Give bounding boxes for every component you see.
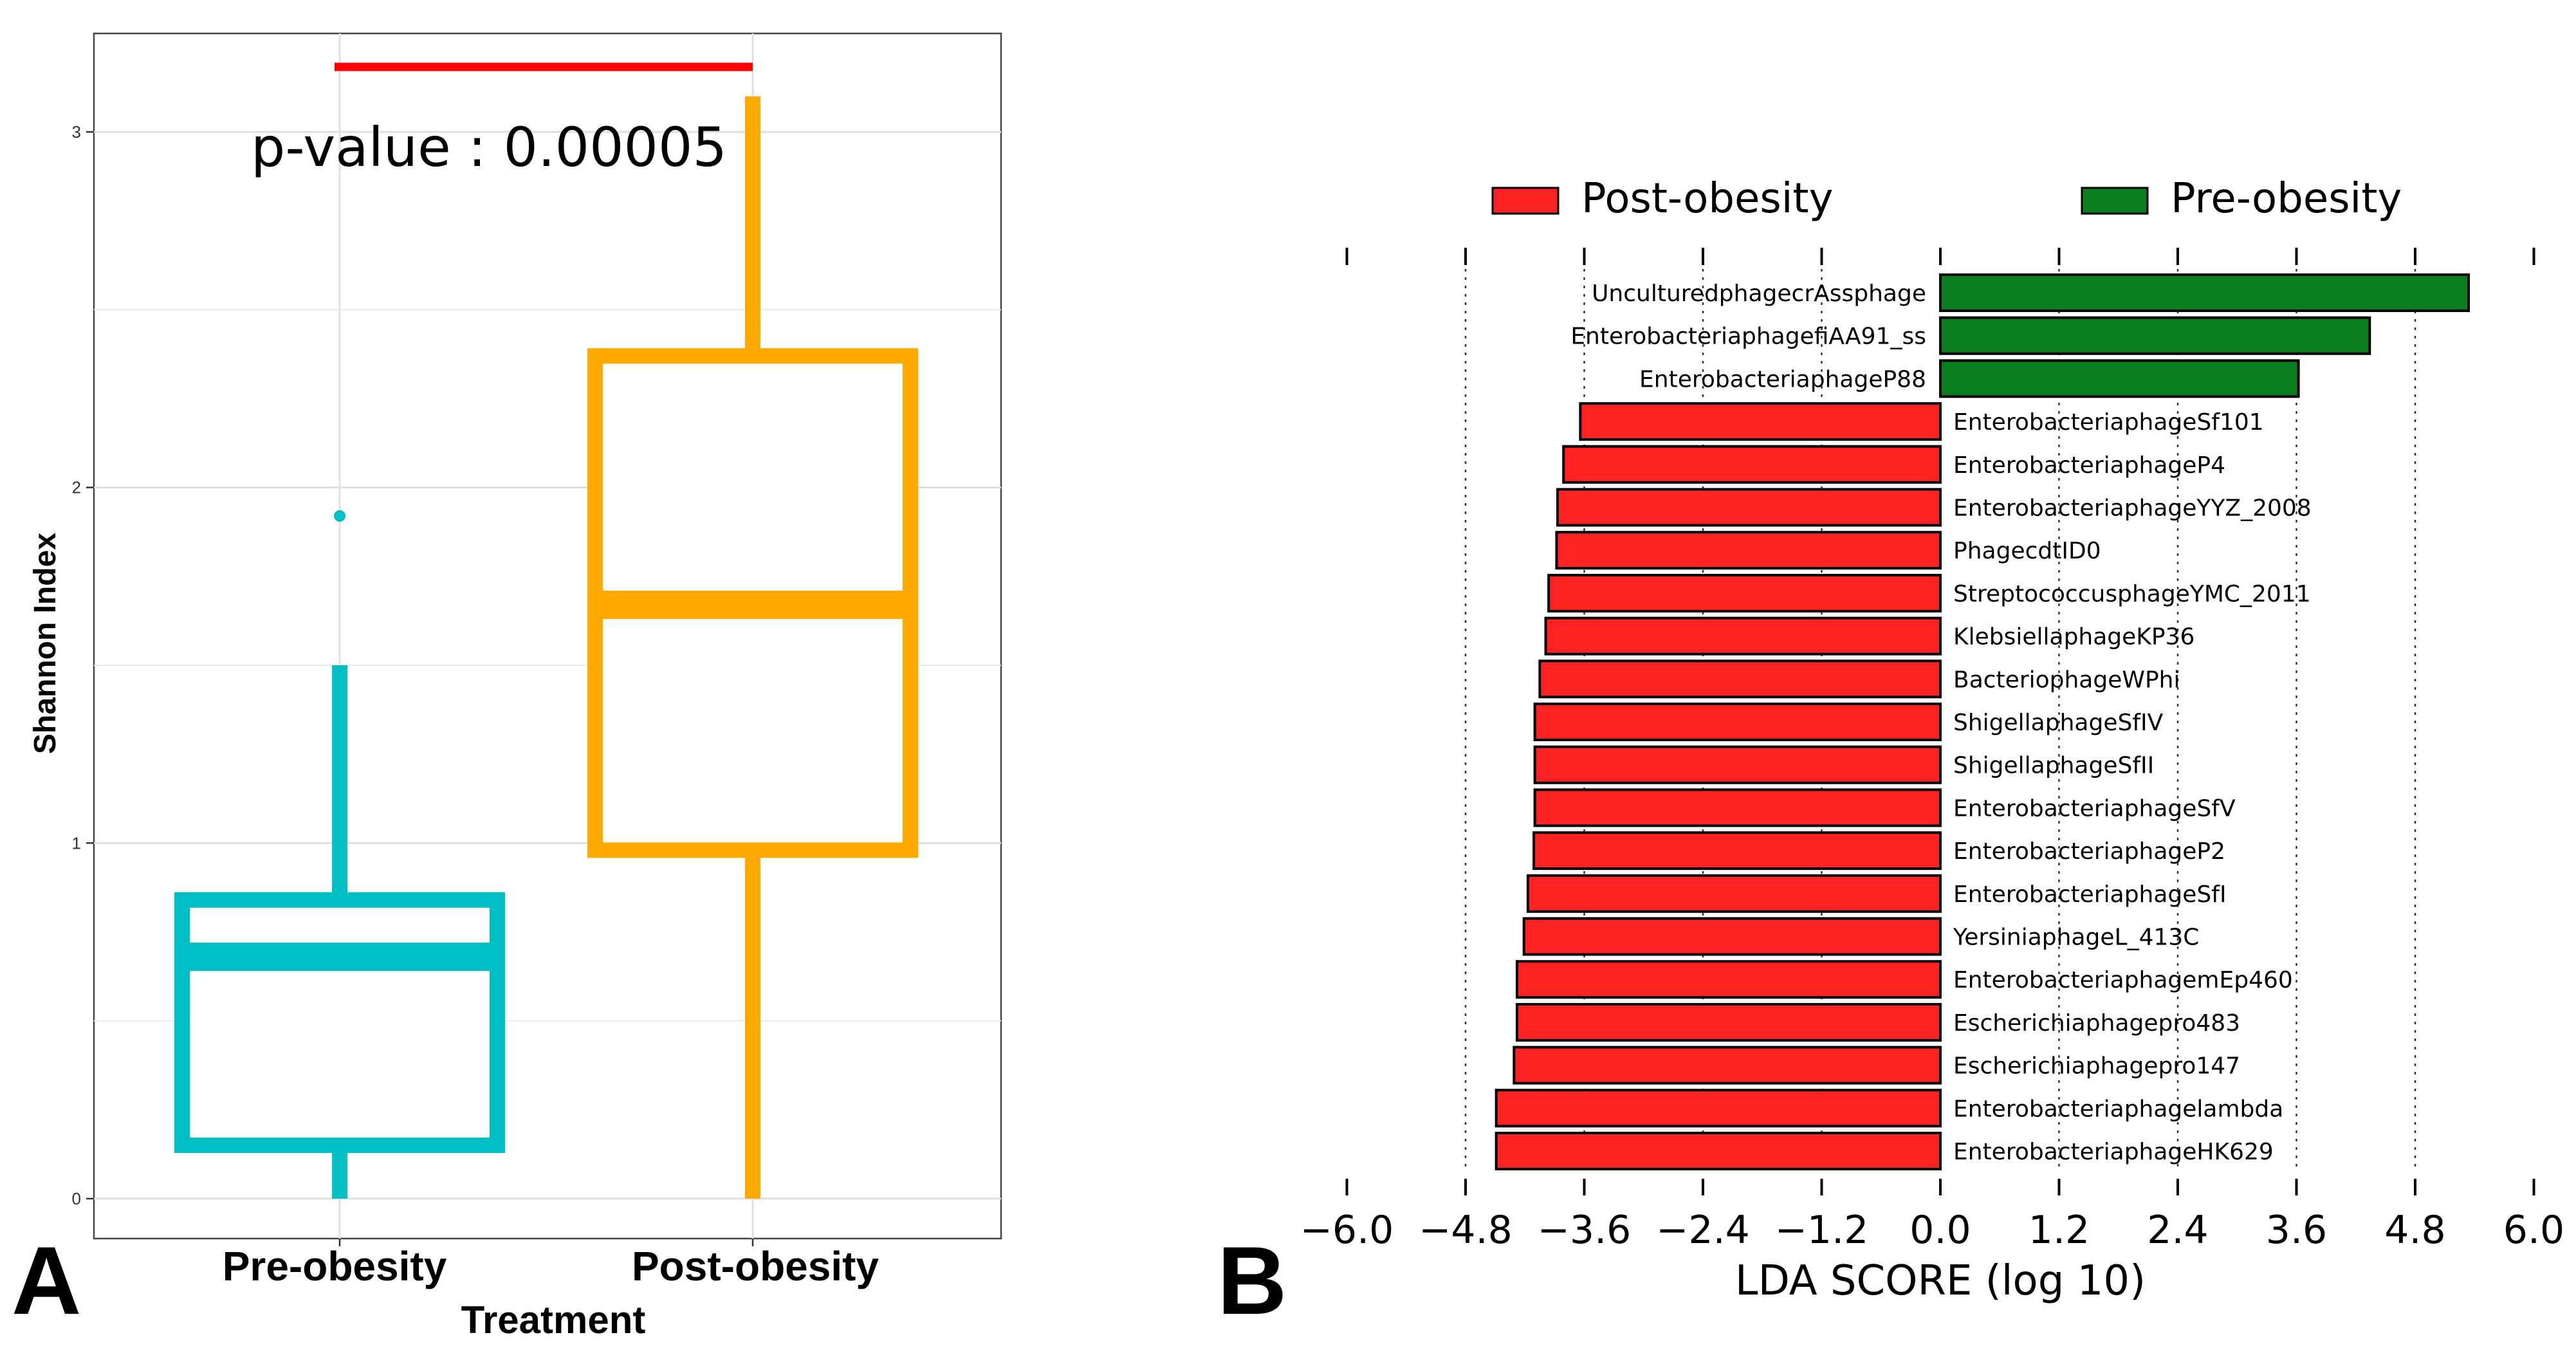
panel-a-y-tick-label-1: 1 (72, 833, 81, 853)
legend-swatch-1 (2081, 187, 2149, 215)
bar-ShigellaphageSfII (1533, 745, 1942, 784)
pre-obesity-box (174, 892, 505, 1154)
bar-StreptococcusphageYMC_2011 (1547, 573, 1942, 613)
bar-label-Escherichiaphagepro483: Escherichiaphagepro483 (1953, 1010, 2240, 1037)
panel-b-x-tick-label-10: 6.0 (2503, 1208, 2564, 1253)
bar-label-EnterobacteriaphagefiAA91_ss: EnterobacteriaphagefiAA91_ss (1570, 324, 1926, 350)
panel-b-x-tick-labels: −6.0 −4.8 −3.6 −2.4 −1.2 0.0 1.2 2.4 3.6 4.8 6.0 (1300, 1208, 2565, 1253)
bar-label-KlebsiellaphageKP36: KlebsiellaphageKP36 (1953, 624, 2194, 650)
bar-EnterobacteriaphagemEp460 (1515, 960, 1942, 999)
bar-label-EnterobacteriaphageP2: EnterobacteriaphageP2 (1953, 838, 2225, 865)
panel-label-b: B (1217, 1226, 1287, 1334)
panel-b-lda-bar-chart: Post-obesity Pre-obesity Unculturedphagec… (1217, 175, 2564, 1334)
panel-b-x-tick-label-6: 1.2 (2029, 1208, 2090, 1253)
bar-label-UnculturedphagecrAssphage: UnculturedphagecrAssphage (1592, 281, 1926, 307)
panel-a-x-tick-labels: Pre-obesity Post-obesity (223, 1243, 879, 1289)
bar-EnterobacteriaphageYYZ_2008 (1556, 488, 1942, 527)
bar-BacteriophageWPhi (1538, 659, 1942, 699)
panel-a-x-axis-title: Treatment (461, 1298, 646, 1341)
panel-b-x-tick-label-5: 0.0 (1909, 1208, 1971, 1253)
bar-PhagecdtID0 (1555, 531, 1942, 570)
bar-EnterobacteriaphageSf101 (1579, 402, 1942, 441)
bar-label-PhagecdtID0: PhagecdtID0 (1953, 538, 2101, 564)
panel-b-x-tick-label-7: 2.4 (2147, 1208, 2208, 1253)
bar-KlebsiellaphageKP36 (1544, 616, 1942, 656)
legend-swatch-0 (1491, 187, 1559, 215)
bar-label-EnterobacteriaphageP4: EnterobacteriaphageP4 (1953, 452, 2225, 479)
panel-a-y-tick-label-2: 2 (72, 478, 81, 497)
pre-obesity-outlier-0 (334, 510, 345, 522)
panel-a-y-tick-label-0: 0 (72, 1189, 81, 1208)
panel-label-a: A (12, 1226, 81, 1334)
bar-YersiniaphageL_413C (1522, 917, 1942, 956)
bar-Escherichiaphagepro147 (1513, 1046, 1942, 1085)
legend-label-0: Post-obesity (1581, 175, 1833, 223)
panel-b-x-tick-label-2: −3.6 (1538, 1208, 1632, 1253)
bar-label-Escherichiaphagepro147: Escherichiaphagepro147 (1953, 1053, 2240, 1080)
bar-label-EnterobacteriaphageHK629: EnterobacteriaphageHK629 (1953, 1139, 2274, 1165)
bar-EnterobacteriaphageP2 (1532, 831, 1942, 871)
bar-EnterobacteriaphageSfI (1526, 874, 1942, 913)
bar-ShigellaphageSfIV (1533, 703, 1942, 741)
bar-Enterobacteriaphagelambda (1495, 1089, 1942, 1128)
bar-label-StreptococcusphageYMC_2011: StreptococcusphageYMC_2011 (1953, 581, 2311, 607)
panel-a-y-tick-label-3: 3 (72, 122, 81, 142)
bar-label-ShigellaphageSfII: ShigellaphageSfII (1953, 753, 2154, 779)
panel-b-bar-labels: UnculturedphagecrAssphage Enterobacteriap… (1570, 281, 2311, 1165)
bar-label-EnterobacteriaphageP88: EnterobacteriaphageP88 (1639, 366, 1926, 392)
bar-label-EnterobacteriaphageSfI: EnterobacteriaphageSfI (1953, 881, 2227, 908)
panel-a-x-tick-label-1: Post-obesity (632, 1243, 879, 1289)
bar-EnterobacteriaphageHK629 (1495, 1132, 1942, 1170)
panel-b-bars (1495, 273, 2470, 1170)
panel-b-x-tick-label-4: −1.2 (1775, 1208, 1869, 1253)
bar-label-EnterobacteriaphageYYZ_2008: EnterobacteriaphageYYZ_2008 (1953, 495, 2312, 522)
panel-b-x-tick-label-9: 4.8 (2384, 1208, 2445, 1253)
bar-label-YersiniaphageL_413C: YersiniaphageL_413C (1953, 925, 2199, 951)
bar-EnterobacteriaphageSfV (1533, 788, 1942, 827)
panel-b-x-tick-label-3: −2.4 (1656, 1208, 1750, 1253)
panel-a-y-ticks: 0 1 2 3 (72, 122, 754, 1246)
bar-EnterobacteriaphageP88 (1939, 359, 2300, 398)
panel-b-x-tick-label-8: 3.6 (2266, 1208, 2327, 1253)
p-value-annotation: p-value : 0.00005 (251, 116, 727, 179)
bar-EnterobacteriaphageP4 (1562, 445, 1942, 484)
legend-label-1: Pre-obesity (2171, 175, 2402, 223)
panel-b-legend: Post-obesity Pre-obesity (1491, 175, 2402, 223)
panel-a-x-tick-label-0: Pre-obesity (223, 1243, 447, 1289)
panel-a-box-plot: 0 1 2 3 p-value : 0.00005 Pre-obesity Post-o… (12, 32, 1002, 1341)
panel-b-x-axis-title: LDA SCORE (log 10) (1735, 1257, 2146, 1305)
bar-label-EnterobacteriaphageSfV: EnterobacteriaphageSfV (1953, 795, 2236, 822)
panel-b-x-tick-label-0: −6.0 (1300, 1208, 1394, 1253)
panel-a-y-axis-title: Shannon Index (28, 533, 62, 754)
bar-label-ShigellaphageSfIV: ShigellaphageSfIV (1953, 710, 2164, 736)
bar-label-EnterobacteriaphageSf101: EnterobacteriaphageSf101 (1953, 409, 2264, 436)
bar-EnterobacteriaphagefiAA91_ss (1939, 316, 2371, 355)
bar-label-BacteriophageWPhi: BacteriophageWPhi (1953, 667, 2180, 693)
bar-label-EnterobacteriaphagemEp460: EnterobacteriaphagemEp460 (1953, 967, 2293, 993)
panel-b-x-tick-label-1: −4.8 (1419, 1208, 1513, 1253)
bar-Escherichiaphagepro483 (1515, 1002, 1942, 1042)
panel-a-boxes (174, 96, 918, 1199)
bar-UnculturedphagecrAssphage (1939, 273, 2470, 312)
bar-label-Enterobacteriaphagelambda: Enterobacteriaphagelambda (1953, 1096, 2283, 1122)
